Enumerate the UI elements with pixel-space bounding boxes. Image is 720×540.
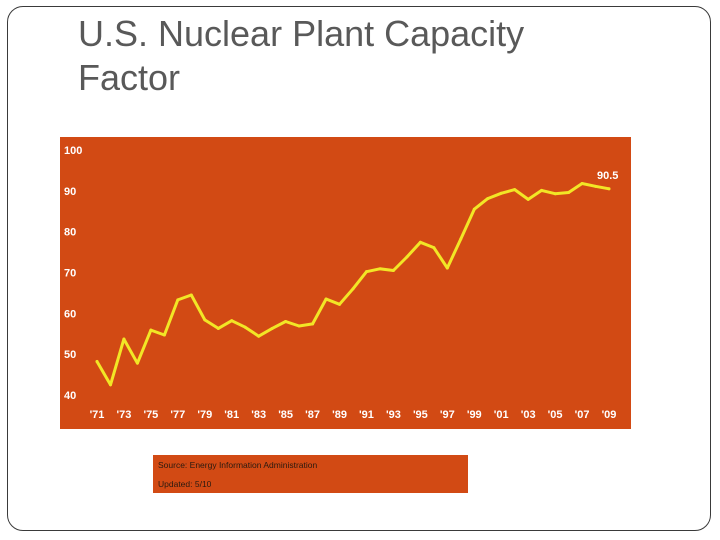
data-point	[284, 320, 288, 323]
data-point	[95, 360, 99, 364]
data-point	[230, 319, 234, 323]
data-point	[108, 383, 112, 387]
x-tick-label: '93	[386, 409, 401, 421]
data-point	[405, 255, 409, 259]
data-point	[580, 181, 584, 185]
data-point	[311, 322, 315, 326]
x-tick-label: '09	[602, 409, 617, 421]
y-tick-label: 90	[64, 186, 76, 198]
y-tick-label: 70	[64, 268, 76, 280]
x-tick-label: '01	[494, 409, 509, 421]
data-point	[432, 246, 436, 250]
x-tick-label: '87	[305, 409, 320, 421]
data-point	[499, 191, 503, 195]
data-point	[162, 333, 166, 337]
x-tick-label: '07	[575, 409, 590, 421]
data-point	[445, 266, 449, 270]
data-point	[176, 298, 180, 302]
data-point	[122, 337, 126, 341]
data-point	[189, 293, 193, 297]
data-point	[243, 325, 247, 329]
data-point	[553, 192, 557, 196]
data-point	[257, 334, 261, 338]
data-point	[567, 190, 571, 194]
data-point	[378, 267, 382, 271]
y-tick-label: 80	[64, 227, 76, 239]
x-tick-label: '99	[467, 409, 482, 421]
updated-text: Updated: 5/10	[158, 479, 212, 489]
x-tick-label: '91	[359, 409, 374, 421]
x-tick-label: '85	[278, 409, 293, 421]
data-point	[594, 184, 598, 188]
chart-panel: 100 90 80 70 60 50 40 '71 '73 '75 '77 '79 '81 '83 '85 '…	[60, 137, 631, 429]
x-tick-label: '97	[440, 409, 455, 421]
x-tick-label: '05	[548, 409, 563, 421]
x-tick-label: '81	[224, 409, 239, 421]
x-tick-label: '71	[90, 409, 105, 421]
x-tick-label: '89	[332, 409, 347, 421]
page-title: U.S. Nuclear Plant Capacity Factor	[78, 13, 525, 98]
line-chart: 100 90 80 70 60 50 40 '71 '73 '75 '77 '79 '81 '83 '85 '…	[64, 145, 618, 421]
data-point	[135, 361, 139, 365]
source-box: Source: Energy Information Administratio…	[153, 455, 468, 493]
data-point	[364, 270, 368, 274]
data-point	[297, 324, 301, 328]
x-tick-label: '79	[197, 409, 212, 421]
y-tick-label: 60	[64, 308, 76, 320]
x-tick-label: '03	[521, 409, 536, 421]
data-point	[203, 318, 207, 322]
data-point	[540, 188, 544, 192]
x-tick-label: '73	[117, 409, 132, 421]
data-point	[607, 187, 611, 191]
data-point	[459, 237, 463, 241]
x-tick-label: '95	[413, 409, 428, 421]
data-point	[338, 302, 342, 306]
x-tick-label: '83	[251, 409, 266, 421]
data-point	[270, 326, 274, 330]
data-point	[472, 207, 476, 211]
y-tick-label: 100	[64, 145, 82, 157]
data-point	[351, 287, 355, 291]
source-text: Source: Energy Information Administratio…	[158, 460, 318, 470]
data-point	[513, 188, 517, 192]
x-tick-label: '75	[143, 409, 158, 421]
data-point	[391, 268, 395, 272]
y-tick-label: 50	[64, 349, 76, 361]
series-line-capacity-factor	[95, 182, 611, 387]
data-point	[526, 197, 530, 201]
x-tick-label: '77	[170, 409, 185, 421]
data-point	[324, 297, 328, 301]
data-point	[418, 240, 422, 244]
data-label-last-value: 90.5	[597, 170, 618, 182]
data-point	[216, 326, 220, 330]
data-point	[149, 328, 153, 332]
data-point	[486, 197, 490, 201]
y-tick-label: 40	[64, 390, 76, 402]
